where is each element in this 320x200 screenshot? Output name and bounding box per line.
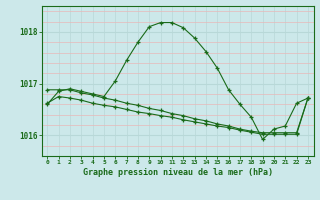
- X-axis label: Graphe pression niveau de la mer (hPa): Graphe pression niveau de la mer (hPa): [83, 168, 273, 177]
